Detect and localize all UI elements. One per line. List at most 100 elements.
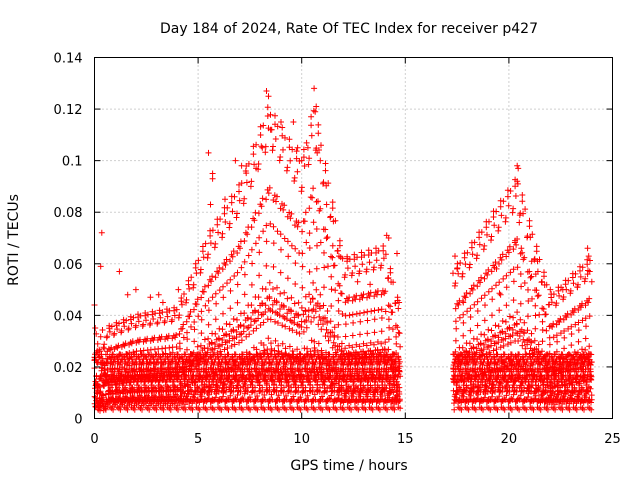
data-point — [304, 144, 311, 151]
data-point — [277, 306, 283, 312]
data-point — [263, 262, 270, 269]
data-point — [515, 395, 522, 402]
data-point — [510, 205, 517, 212]
data-point — [470, 282, 477, 289]
data-point — [251, 217, 258, 224]
data-point — [304, 351, 311, 358]
data-point — [309, 384, 316, 391]
data-point — [489, 285, 495, 292]
data-point — [378, 306, 385, 313]
data-point — [369, 384, 375, 391]
data-point — [196, 406, 203, 413]
data-point — [231, 193, 238, 200]
data-point — [186, 285, 193, 292]
data-point — [221, 210, 228, 217]
data-point — [289, 362, 296, 368]
data-point — [200, 254, 207, 261]
data-point — [353, 310, 360, 317]
data-point — [231, 341, 238, 348]
data-point — [163, 309, 170, 316]
data-point — [343, 393, 350, 400]
data-point — [184, 329, 190, 336]
grid-layer — [94, 57, 613, 419]
data-point — [507, 188, 514, 194]
data-point — [504, 341, 511, 348]
data-point — [209, 175, 216, 182]
data-point — [323, 326, 330, 333]
data-point — [505, 249, 512, 256]
y-axis-title: ROTI / TECUs — [6, 194, 22, 286]
data-point — [308, 113, 315, 120]
data-point — [260, 122, 267, 129]
data-point — [233, 334, 240, 340]
data-point — [276, 312, 283, 319]
x-tick-label: 5 — [194, 432, 202, 447]
data-point — [492, 322, 499, 329]
data-point — [525, 286, 531, 293]
data-point — [218, 406, 225, 413]
data-point — [452, 305, 459, 312]
data-point — [584, 271, 591, 278]
data-point — [129, 338, 136, 345]
data-point — [230, 327, 237, 334]
data-point — [270, 143, 276, 150]
data-point — [184, 346, 190, 353]
data-point — [371, 329, 378, 336]
data-point — [454, 379, 461, 386]
data-point — [350, 319, 357, 326]
data-point — [169, 316, 176, 323]
data-point — [289, 327, 296, 334]
data-point — [311, 85, 318, 92]
data-point — [97, 407, 103, 414]
data-point — [270, 223, 277, 230]
data-point — [521, 280, 528, 286]
data-point — [586, 313, 593, 320]
data-point — [502, 330, 509, 337]
data-point — [284, 164, 291, 171]
data-point — [314, 242, 320, 249]
data-point — [384, 406, 391, 413]
data-point — [522, 206, 529, 213]
data-point — [202, 240, 209, 247]
data-point — [264, 113, 271, 119]
data-point — [290, 406, 297, 413]
data-point — [502, 383, 509, 390]
data-point — [299, 250, 306, 257]
data-point — [485, 326, 492, 333]
data-point — [183, 296, 190, 303]
data-point — [224, 204, 231, 211]
data-point — [396, 358, 403, 365]
data-point — [349, 270, 356, 276]
data-point — [205, 335, 212, 342]
data-point — [322, 167, 329, 174]
data-point — [317, 291, 324, 298]
data-point — [314, 378, 321, 385]
data-point — [191, 319, 198, 325]
data-point — [284, 295, 291, 302]
data-point — [268, 362, 275, 368]
data-point — [539, 305, 546, 312]
data-point — [542, 311, 549, 318]
data-point — [466, 349, 473, 356]
y-tick-label: 0.06 — [54, 258, 83, 273]
data-point — [246, 331, 253, 338]
data-point — [311, 362, 318, 368]
data-point — [496, 290, 503, 297]
data-point — [188, 274, 195, 281]
data-point — [122, 340, 129, 347]
data-point — [367, 281, 374, 288]
data-point — [495, 334, 502, 341]
data-point — [234, 281, 241, 288]
data-point — [238, 180, 245, 187]
data-point — [274, 228, 281, 235]
data-point — [153, 406, 160, 413]
y-tick-label: 0.04 — [54, 309, 83, 324]
data-point — [364, 294, 370, 301]
data-point — [111, 330, 118, 337]
data-point — [212, 274, 219, 281]
data-point — [116, 320, 123, 327]
data-point — [364, 317, 371, 324]
data-point — [169, 349, 176, 356]
data-point — [216, 335, 223, 342]
data-point — [509, 332, 516, 339]
